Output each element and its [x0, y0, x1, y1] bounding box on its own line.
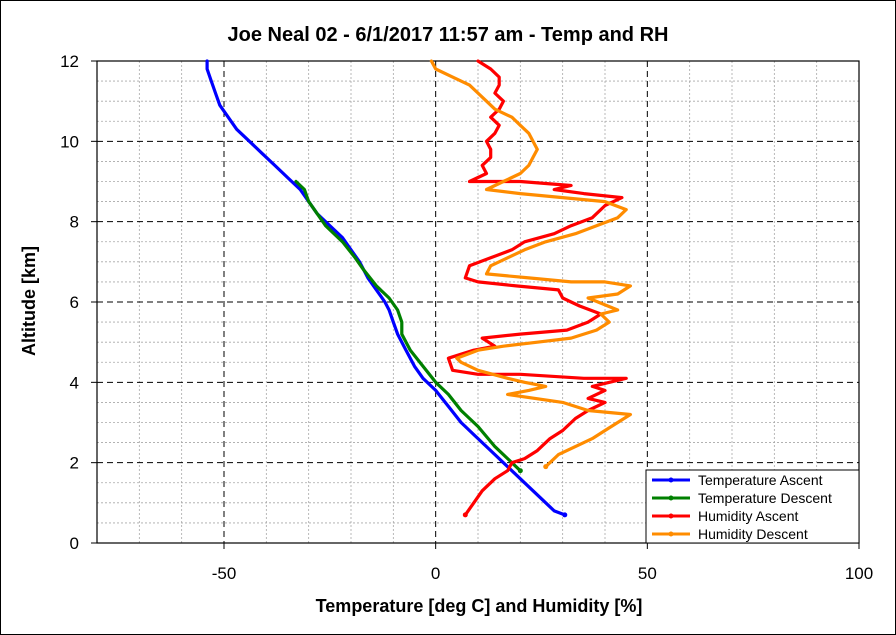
- y-axis-title: Altitude [km]: [19, 246, 39, 356]
- y-tick-label: 12: [60, 52, 79, 71]
- x-axis-title: Temperature [deg C] and Humidity [%]: [316, 596, 643, 616]
- legend: Temperature Ascent Temperature Descent Hum…: [645, 469, 860, 544]
- legend-marker-humidity-descent: [668, 531, 674, 537]
- y-tick-label: 8: [70, 213, 79, 232]
- series-line-temperature-descent: [294, 179, 522, 473]
- legend-box: [645, 469, 860, 544]
- series-endpoint-humidity-descent: [543, 464, 549, 470]
- series-endpoint-humidity-ascent: [462, 512, 468, 518]
- y-tick-label: 0: [70, 534, 79, 553]
- legend-label-temperature-ascent: Temperature Ascent: [698, 472, 823, 488]
- series-endpoint-temperature-ascent: [562, 512, 568, 518]
- series-layer: [205, 59, 633, 518]
- y-tick-label: 6: [70, 293, 79, 312]
- x-tick-label: 50: [638, 564, 657, 583]
- legend-marker-temperature-ascent: [668, 477, 674, 483]
- chart-title: Joe Neal 02 - 6/1/2017 11:57 am - Temp a…: [228, 24, 669, 46]
- x-tick-label: 100: [845, 564, 873, 583]
- legend-label-temperature-descent: Temperature Descent: [698, 490, 832, 506]
- legend-marker-temperature-descent: [668, 495, 674, 501]
- legend-marker-humidity-ascent: [668, 513, 674, 519]
- y-tick-label: 4: [70, 373, 79, 392]
- legend-label-humidity-descent: Humidity Descent: [698, 526, 808, 542]
- y-tick-label: 2: [70, 454, 79, 473]
- legend-label-humidity-ascent: Humidity Ascent: [698, 508, 798, 524]
- series-endpoint-temperature-descent: [517, 468, 523, 474]
- x-tick-label: -50: [212, 564, 237, 583]
- series-line-humidity-ascent: [446, 59, 628, 517]
- series-line-temperature-ascent: [205, 59, 567, 517]
- y-tick-label: 10: [60, 132, 79, 151]
- series-line-humidity-descent: [429, 59, 633, 469]
- x-tick-label: 0: [431, 564, 440, 583]
